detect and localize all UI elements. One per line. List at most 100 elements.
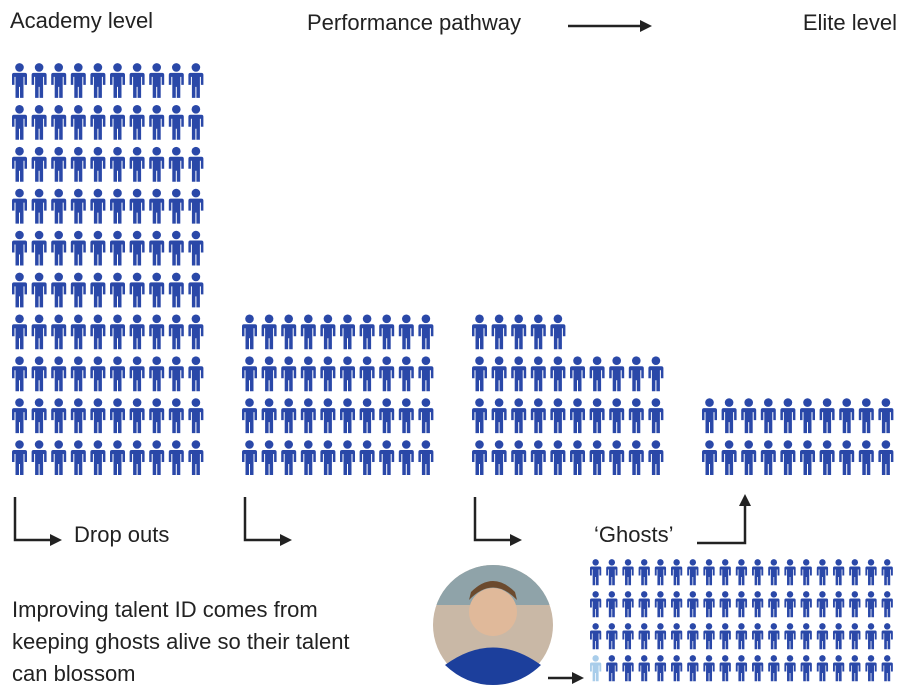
person-icon (32, 105, 47, 140)
person-icon (169, 440, 184, 475)
person-icon (882, 623, 893, 649)
player-photo (433, 565, 553, 685)
person-icon (570, 356, 585, 391)
person-icon (511, 315, 526, 350)
person-icon (301, 315, 316, 350)
person-icon (110, 440, 125, 475)
person-icon (188, 189, 203, 224)
person-icon (242, 440, 257, 475)
person-icon (590, 398, 605, 433)
person-icon (12, 105, 27, 140)
person-icon (360, 440, 375, 475)
person-icon (90, 63, 105, 98)
person-icon (590, 440, 605, 475)
person-icon (687, 559, 698, 585)
person-icon (629, 398, 644, 433)
person-icon (703, 655, 714, 681)
person-icon (648, 440, 663, 475)
person-icon (639, 559, 650, 585)
person-icon (110, 315, 125, 350)
header-start: Academy level (10, 8, 153, 33)
person-icon (188, 231, 203, 266)
person-icon (149, 231, 164, 266)
person-icon (639, 623, 650, 649)
person-icon (188, 147, 203, 182)
person-icon (472, 398, 487, 433)
infographic: Academy level Performance pathway Elite … (0, 0, 899, 689)
drop-out-arrow (15, 497, 52, 540)
person-icon (340, 440, 355, 475)
person-icon (531, 398, 546, 433)
person-icon (590, 356, 605, 391)
person-icon (12, 63, 27, 98)
person-icon (849, 655, 860, 681)
person-icon (262, 440, 277, 475)
person-icon (859, 398, 874, 433)
person-icon (639, 591, 650, 617)
person-icon (130, 147, 145, 182)
person-icon (741, 398, 756, 433)
person-icon (629, 440, 644, 475)
person-icon (90, 356, 105, 391)
person-icon (169, 356, 184, 391)
person-icon (130, 273, 145, 308)
person-icon (833, 623, 844, 649)
person-icon (12, 398, 27, 433)
person-icon (32, 315, 47, 350)
person-icon (882, 655, 893, 681)
person-icon (340, 315, 355, 350)
caption-line: keeping ghosts alive so their talent (12, 629, 350, 654)
person-icon (736, 623, 747, 649)
person-icon (242, 356, 257, 391)
person-icon (169, 147, 184, 182)
person-icon (801, 591, 812, 617)
person-icon (570, 440, 585, 475)
person-icon (784, 655, 795, 681)
person-icon (492, 315, 507, 350)
person-icon (149, 440, 164, 475)
person-icon (51, 356, 66, 391)
person-icon (418, 440, 433, 475)
person-icon (281, 356, 296, 391)
person-icon (817, 655, 828, 681)
person-icon (51, 440, 66, 475)
drop-out-arrow (475, 497, 512, 540)
person-icon (242, 315, 257, 350)
person-icon (752, 559, 763, 585)
person-icon (609, 440, 624, 475)
caption-line: Improving talent ID comes from (12, 597, 318, 622)
person-icon (768, 623, 779, 649)
person-icon (531, 440, 546, 475)
person-icon (301, 440, 316, 475)
person-icon (340, 398, 355, 433)
person-icon (817, 623, 828, 649)
person-icon (768, 559, 779, 585)
person-icon (379, 398, 394, 433)
person-icon (130, 105, 145, 140)
person-icon (629, 356, 644, 391)
person-icon (32, 189, 47, 224)
person-icon (90, 231, 105, 266)
person-icon (130, 315, 145, 350)
person-icon (12, 356, 27, 391)
person-icon (149, 273, 164, 308)
person-icon (492, 398, 507, 433)
person-icon (320, 315, 335, 350)
person-icon (169, 63, 184, 98)
person-icon (590, 591, 601, 617)
people-group (702, 398, 893, 475)
person-icon (71, 189, 86, 224)
person-icon (655, 591, 666, 617)
arrow-head (739, 494, 751, 506)
person-icon (817, 591, 828, 617)
person-icon (32, 356, 47, 391)
person-icon (90, 398, 105, 433)
person-icon (51, 273, 66, 308)
person-icon (472, 440, 487, 475)
person-icon (720, 623, 731, 649)
person-icon (550, 440, 565, 475)
person-icon (149, 63, 164, 98)
person-icon (90, 189, 105, 224)
people-group (12, 63, 203, 475)
person-icon (110, 147, 125, 182)
